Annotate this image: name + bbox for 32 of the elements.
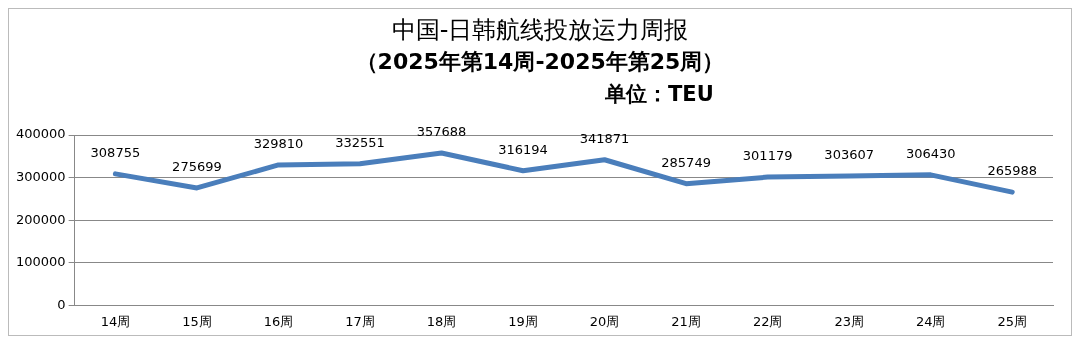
data-label: 341871 <box>579 130 630 146</box>
y-tick-label: 0 <box>57 296 66 312</box>
x-tick-label: 18周 <box>426 313 457 329</box>
data-label: 329810 <box>253 135 304 151</box>
x-tick-label: 15周 <box>182 313 212 329</box>
data-label: 316194 <box>498 141 548 157</box>
data-label: 332551 <box>335 134 385 150</box>
y-tick-label: 300000 <box>15 168 66 184</box>
x-tick-label: 25周 <box>997 313 1028 329</box>
y-tick-label: 100000 <box>15 254 66 270</box>
x-tick-label: 21周 <box>671 313 701 329</box>
y-tick-label: 200000 <box>15 211 66 227</box>
x-tick-label: 14周 <box>100 313 131 329</box>
data-label: 303607 <box>824 146 874 162</box>
x-tick-label: 19周 <box>508 313 538 329</box>
x-tick-label: 22周 <box>752 313 783 329</box>
y-tick-label: 400000 <box>15 126 66 142</box>
chart-title: 中国-日韩航线投放运力周报 <box>390 15 690 45</box>
x-tick-label: 17周 <box>345 313 375 329</box>
text: 单位：TEU <box>605 81 714 107</box>
x-tick-label: 20周 <box>589 313 620 329</box>
data-label: 275699 <box>172 158 222 174</box>
x-tick-label: 16周 <box>263 313 294 329</box>
data-label: 265988 <box>987 162 1038 178</box>
data-label: 301179 <box>742 147 793 163</box>
data-label: 357688 <box>416 123 467 139</box>
data-label: 285749 <box>661 154 711 170</box>
x-tick-label: 23周 <box>834 313 864 329</box>
x-tick-label: 24周 <box>915 313 946 329</box>
data-label: 306430 <box>905 145 956 161</box>
data-label: 308755 <box>90 144 141 160</box>
chart-subtitle: （2025年第14周-2025年第25周） <box>354 48 726 76</box>
